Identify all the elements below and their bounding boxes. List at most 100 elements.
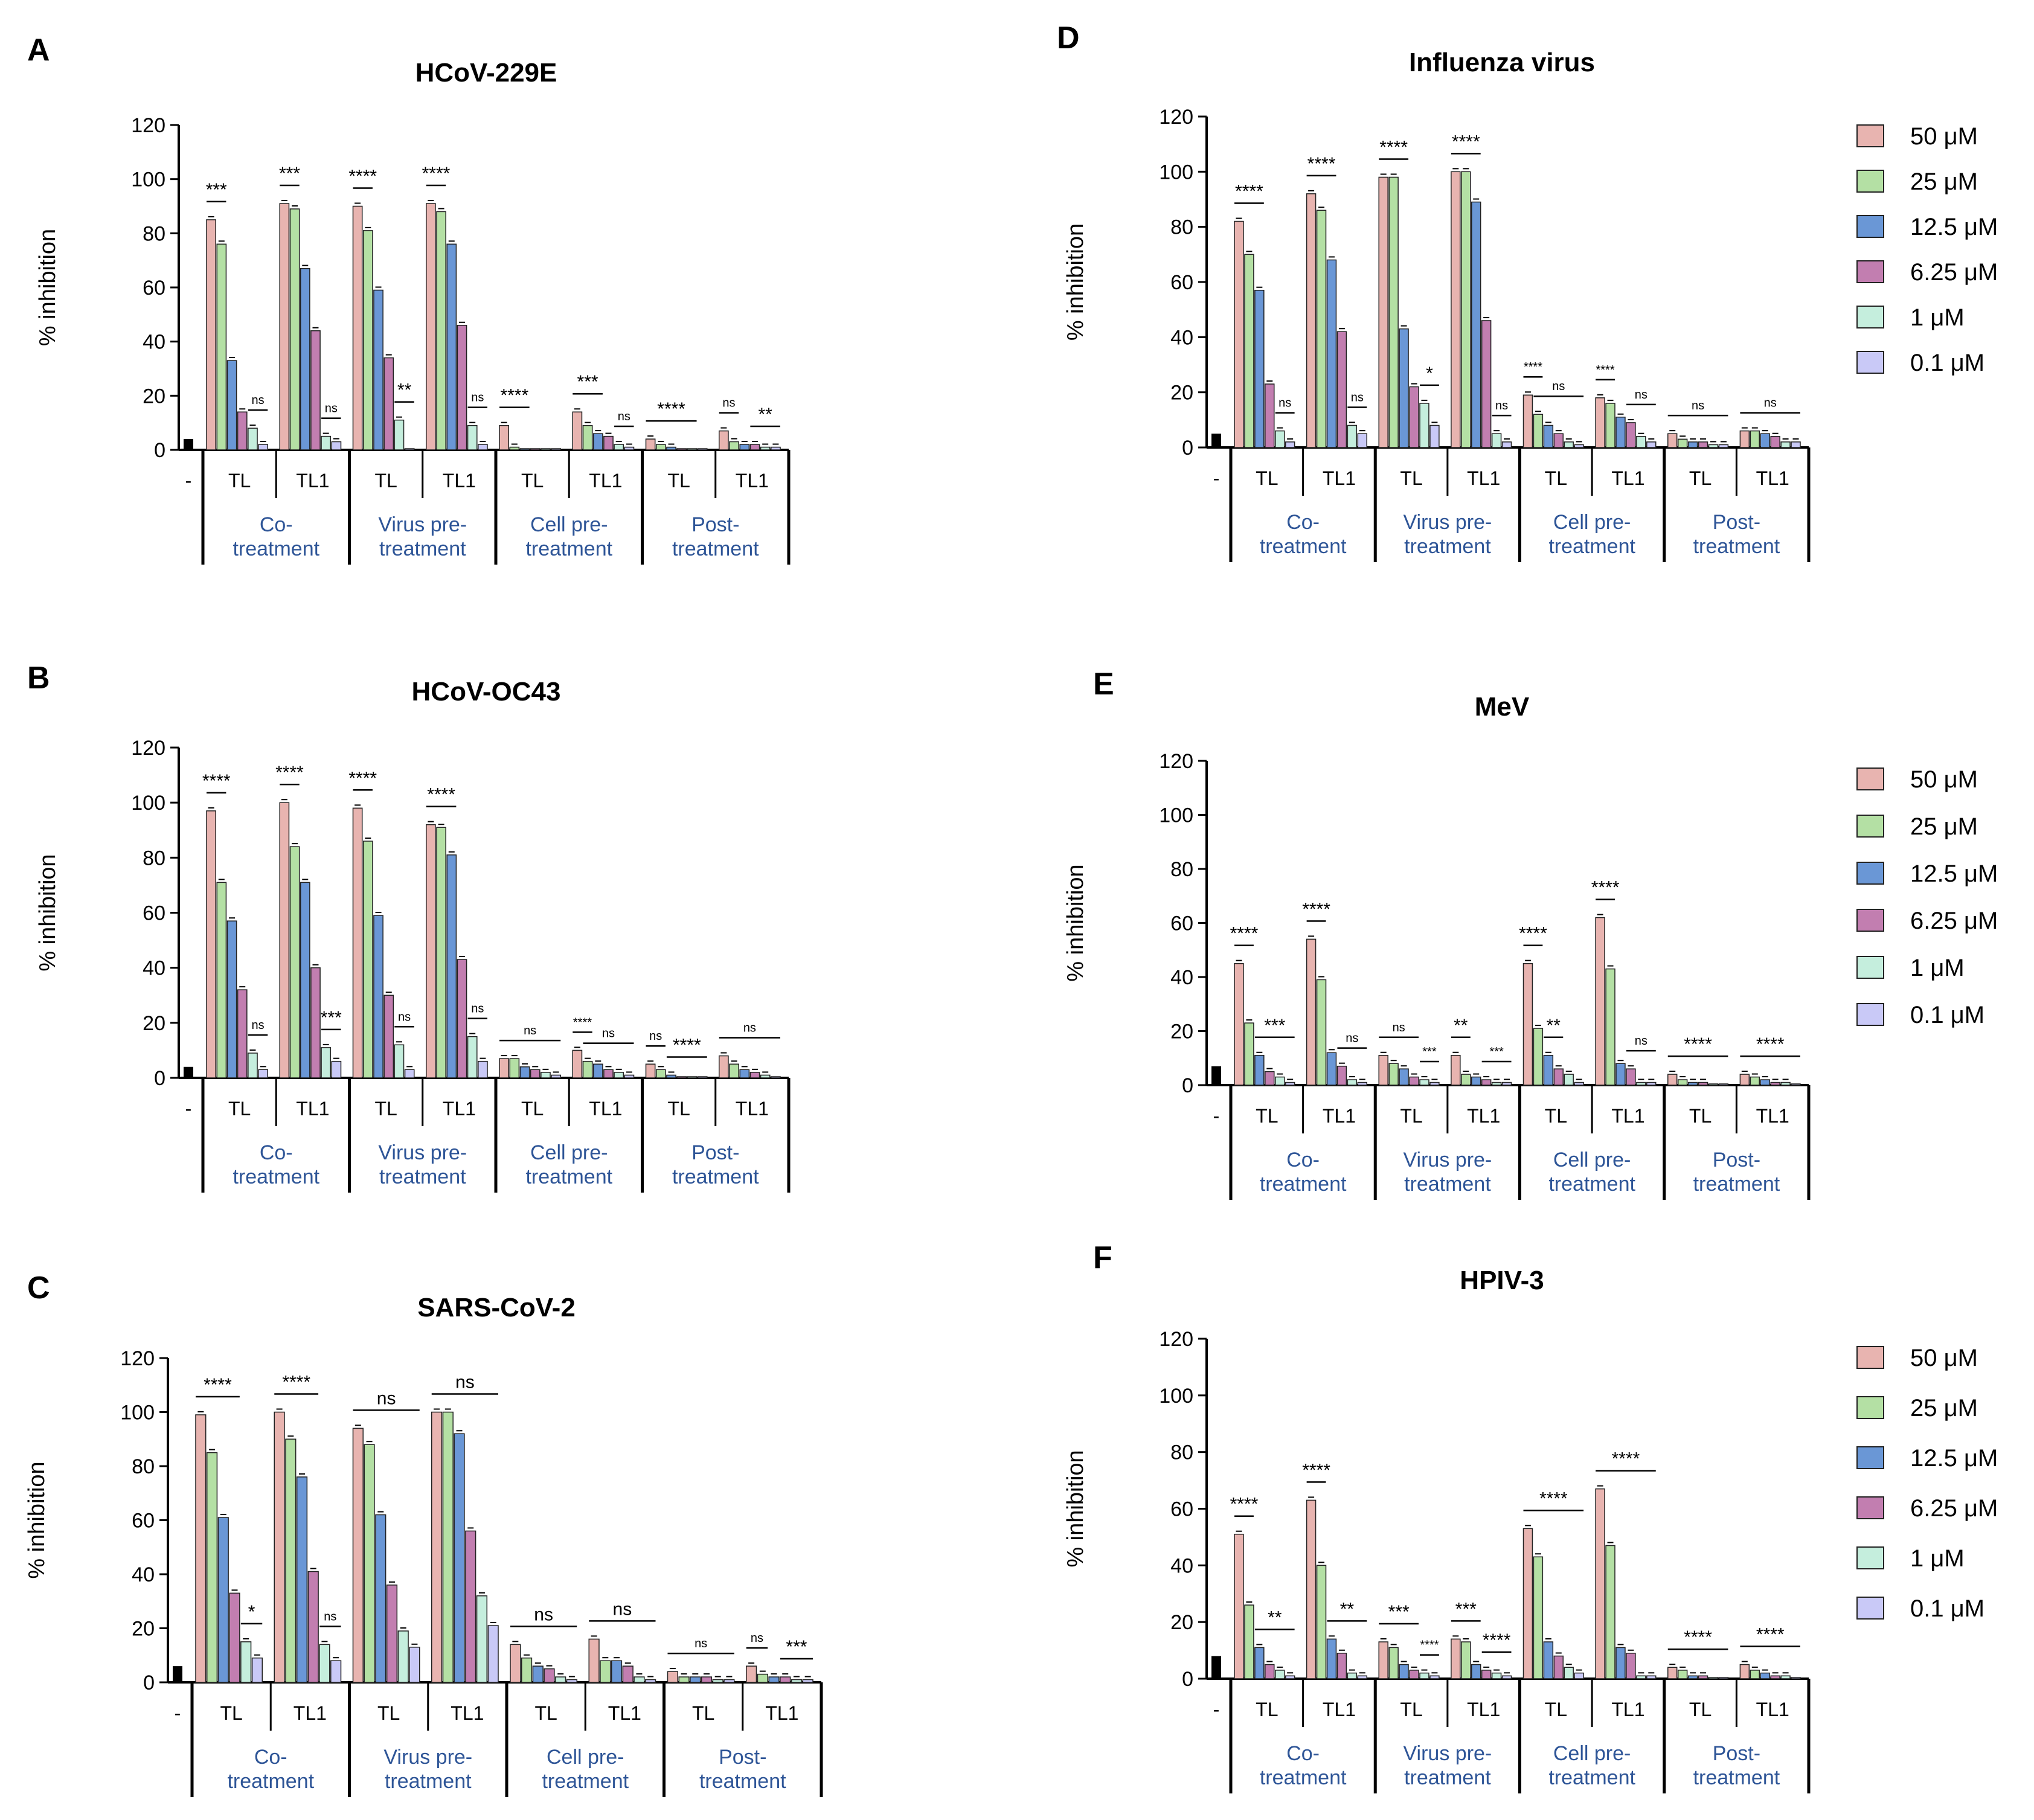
y-tick-label: 60 (143, 277, 165, 300)
control-label: - (1213, 467, 1220, 489)
significance-label: ns (1495, 399, 1508, 412)
bar (645, 1063, 656, 1078)
significance-label: **** (573, 1016, 592, 1029)
bar (1326, 1638, 1337, 1679)
bar (375, 1514, 387, 1683)
bar (1698, 441, 1708, 448)
category-label: TL (534, 1702, 557, 1724)
bar (1636, 435, 1646, 448)
bar (1687, 1081, 1698, 1086)
significance-label: **** (1524, 360, 1542, 374)
panel-letter: D (1057, 21, 1080, 56)
legend-label: 25 μM (1910, 168, 1978, 195)
group-label-line: Virus pre- (383, 1746, 472, 1769)
chart-title: Influenza virus (1409, 48, 1595, 77)
bar (572, 1049, 583, 1078)
legend-swatch (1856, 215, 1884, 238)
bar (791, 1679, 803, 1683)
group-label: Virus pre-treatment (1403, 1149, 1492, 1196)
bar (768, 1676, 780, 1683)
group-label: Post-treatment (672, 513, 759, 560)
bar (802, 1679, 813, 1683)
bar (226, 360, 237, 450)
panel-a: A HCoV-229E 0 20 40 60 80 100 120 % inhibition - TL… (27, 33, 791, 565)
bar (1399, 1664, 1409, 1679)
bar (237, 989, 248, 1078)
bar (1667, 1074, 1678, 1086)
bar (478, 1060, 488, 1078)
category-label: TL (667, 470, 690, 492)
significance-label: ns (377, 1388, 396, 1408)
significance-label: *** (279, 164, 300, 184)
group-label-line: Cell pre- (547, 1746, 624, 1769)
bar (603, 435, 614, 450)
bar (666, 1074, 676, 1078)
group-label-line: treatment (1548, 1766, 1635, 1789)
bar (645, 438, 656, 450)
category-label: TL1 (1323, 1699, 1356, 1720)
y-tick-label: 120 (1159, 1328, 1193, 1351)
bar (248, 1053, 258, 1078)
group-label-line: treatment (1404, 1766, 1491, 1789)
group-label-line: Post- (1713, 1149, 1760, 1171)
bar (1451, 171, 1461, 448)
group-label-line: treatment (385, 1770, 472, 1793)
panel-letter: F (1093, 1240, 1112, 1275)
bar (1244, 1022, 1254, 1086)
panel-d: D Influenza virus 0 20 40 60 80 100 120 % inhibit… (1057, 21, 1998, 562)
bar (614, 444, 624, 450)
group-label-line: treatment (1548, 1173, 1635, 1196)
bar (331, 1060, 342, 1078)
group-label-line: treatment (233, 537, 319, 560)
bar (1646, 1675, 1657, 1679)
group-label: Cell pre-treatment (542, 1746, 629, 1793)
legend-label: 6.25 μM (1910, 1495, 1998, 1522)
y-axis-label: % inhibition (35, 854, 60, 971)
group-label: Virus pre-treatment (1403, 1742, 1492, 1789)
bar (555, 1676, 566, 1683)
group-label-line: Co- (254, 1746, 287, 1769)
significance-label: ** (397, 380, 412, 400)
category-label: TL1 (296, 470, 329, 492)
y-tick-label: 20 (143, 385, 165, 408)
group-label-line: treatment (1260, 1766, 1347, 1789)
category-label: TL1 (1467, 467, 1500, 489)
y-tick-label: 40 (1170, 966, 1193, 989)
category-label: TL1 (1323, 1105, 1356, 1127)
legend-swatch (1856, 351, 1884, 374)
bar (237, 411, 248, 450)
bar (701, 1676, 713, 1683)
category-label: TL (521, 1098, 544, 1120)
y-tick-label: 0 (1182, 437, 1193, 460)
category-label: TL (228, 470, 251, 492)
significance-label: **** (275, 763, 304, 783)
bar (1687, 441, 1698, 448)
bar (1739, 1074, 1750, 1086)
significance-label: ns (695, 1637, 707, 1650)
bar (279, 203, 290, 450)
bar (1275, 1670, 1285, 1679)
y-tick-label: 60 (132, 1510, 155, 1533)
bar (240, 1641, 252, 1683)
bar (1533, 1028, 1544, 1086)
significance-label: *** (1264, 1016, 1285, 1036)
group-label-line: Virus pre- (1403, 511, 1492, 534)
bar (687, 1076, 698, 1078)
y-tick-label: 0 (1182, 1668, 1193, 1691)
bar (1336, 331, 1347, 448)
y-tick-label: 100 (120, 1402, 155, 1424)
legend-swatch (1856, 260, 1884, 283)
y-tick-label: 80 (143, 847, 165, 870)
bar (1605, 403, 1615, 448)
category-label: TL1 (443, 470, 476, 492)
legend-swatch (1856, 815, 1884, 838)
significance-label: ns (471, 391, 484, 405)
y-tick-label: 60 (1170, 1498, 1193, 1521)
significance-label: **** (1230, 1495, 1259, 1514)
bar (614, 1072, 624, 1078)
bar (296, 1476, 308, 1683)
significance-label: ** (1268, 1607, 1282, 1627)
legend-swatch (1856, 1546, 1884, 1569)
legend-label: 0.1 μM (1910, 1595, 1984, 1622)
